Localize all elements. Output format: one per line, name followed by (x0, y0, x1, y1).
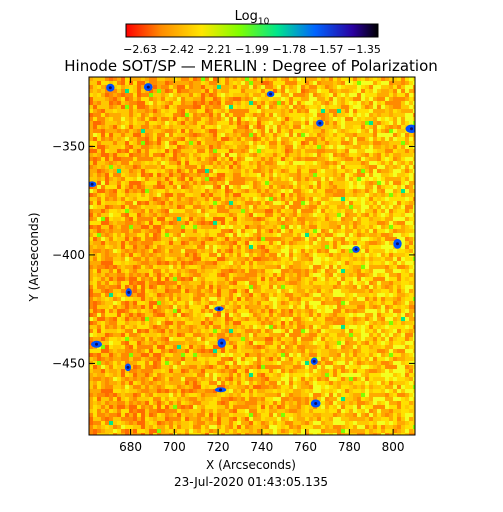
colorbar-tick-label: −1.99 (235, 43, 269, 56)
colorbar-tick-label: −2.63 (123, 43, 157, 56)
x-tick-label: 700 (163, 440, 186, 454)
y-tick-label: −450 (52, 356, 85, 370)
y-tick-label: −400 (52, 248, 85, 262)
colorbar-tick-label: −2.42 (160, 43, 194, 56)
polarization-map (89, 77, 415, 435)
y-axis: −350 −400 −450 (52, 139, 415, 370)
x-tick-label: 780 (338, 440, 361, 454)
y-axis-label: Y (Arcseconds) (27, 212, 41, 302)
plot-frame (88, 76, 416, 436)
colorbar-tick-labels: −2.63 −2.42 −2.21 −1.99 −1.78 −1.57 −1.35 (123, 43, 381, 56)
x-tick-label: 680 (119, 440, 142, 454)
colorbar-tick-label: −1.35 (347, 43, 381, 56)
x-tick-label: 800 (382, 440, 405, 454)
x-axis: 680 700 720 740 760 780 800 (119, 77, 405, 454)
y-tick-label: −350 (52, 139, 85, 153)
colorbar-tick-label: −2.21 (198, 43, 232, 56)
colorbar-tick-label: −1.57 (310, 43, 344, 56)
plot-title: Hinode SOT/SP — MERLIN : Degree of Polar… (64, 57, 438, 75)
x-tick-label: 760 (294, 440, 317, 454)
timestamp: 23-Jul-2020 01:43:05.135 (174, 475, 328, 489)
x-tick-label: 720 (207, 440, 230, 454)
x-tick-label: 740 (250, 440, 273, 454)
colorbar-title: Log10 (235, 9, 270, 27)
x-axis-label: X (Arcseconds) (206, 458, 296, 472)
colorbar (125, 23, 379, 38)
colorbar-tick-label: −1.78 (272, 43, 306, 56)
